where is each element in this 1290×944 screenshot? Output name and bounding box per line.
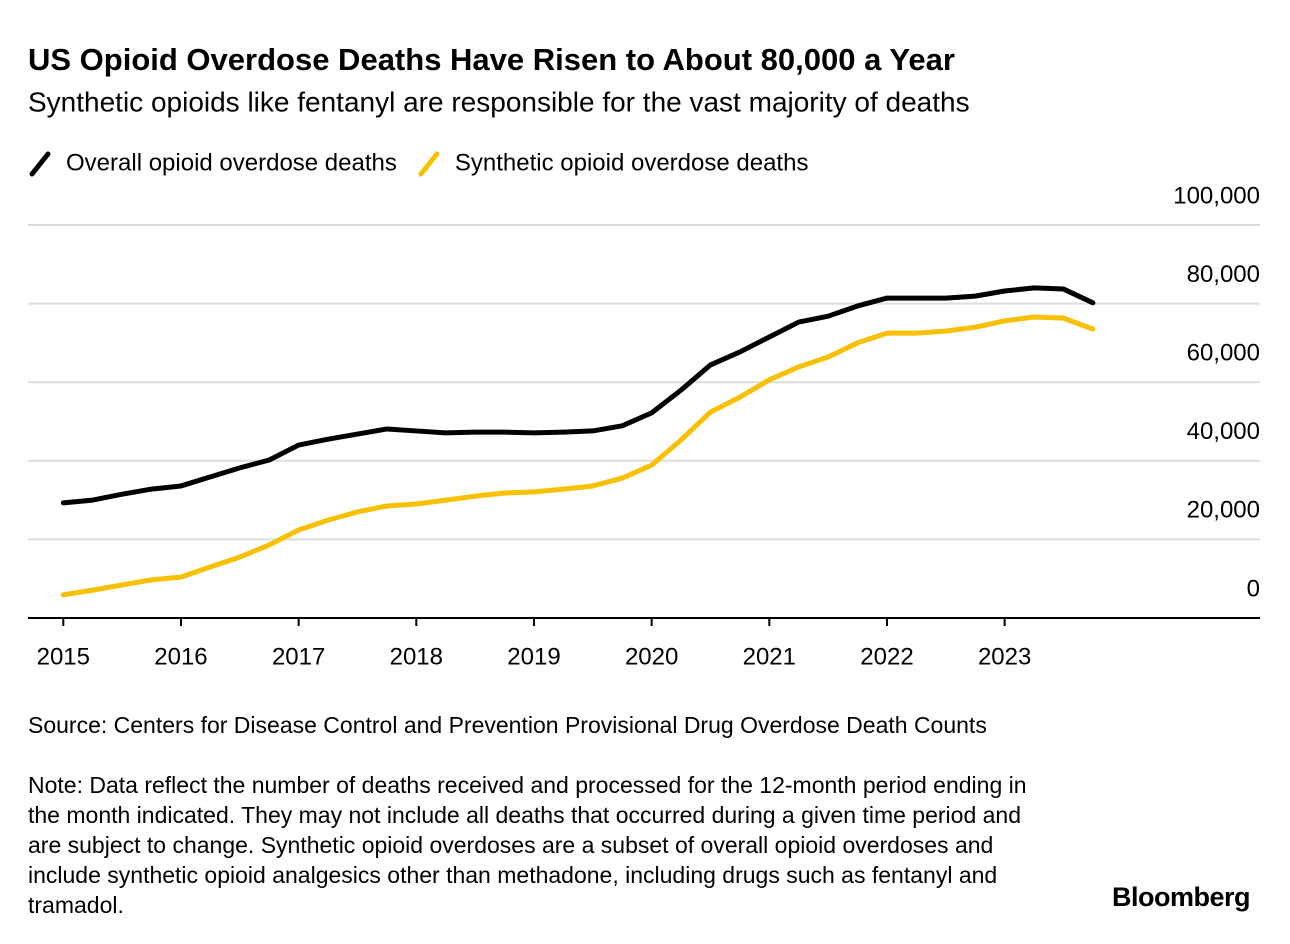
legend-label: Synthetic opioid overdose deaths — [455, 149, 809, 176]
y-tick-label: 80,000 — [1187, 261, 1260, 288]
x-tick-label: 2023 — [978, 643, 1031, 670]
x-tick-label: 2017 — [272, 643, 325, 670]
x-tick-label: 2018 — [390, 643, 443, 670]
y-tick-label: 100,000 — [1173, 182, 1260, 209]
brand: Bloomberg — [1111, 882, 1251, 912]
legend-swatch — [29, 151, 51, 177]
x-tick-label: 2019 — [507, 643, 560, 670]
x-tick-label: 2015 — [37, 643, 90, 670]
source: Source: Centers for Disease Control and … — [28, 712, 987, 738]
series-line — [60, 285, 1096, 506]
chart-title: US Opioid Overdose Deaths Have Risen to … — [28, 42, 955, 77]
y-tick-label: 60,000 — [1187, 340, 1260, 367]
note: Note: Data reflect the number of deaths … — [28, 772, 1027, 918]
chart-subtitle: Synthetic opioids like fentanyl are resp… — [28, 86, 970, 117]
legend-label: Overall opioid overdose deaths — [66, 149, 397, 176]
y-tick-label: 20,000 — [1187, 497, 1260, 524]
y-tick-label: 0 — [1247, 575, 1260, 602]
x-tick-label: 2016 — [154, 643, 207, 670]
series-line — [60, 314, 1096, 598]
x-tick-label: 2021 — [743, 643, 796, 670]
x-tick-label: 2020 — [625, 643, 678, 670]
x-tick-label: 2022 — [860, 643, 913, 670]
y-tick-label: 40,000 — [1187, 418, 1260, 445]
chart: US Opioid Overdose Deaths Have Risen to … — [28, 42, 1260, 670]
legend-swatch — [418, 151, 440, 177]
